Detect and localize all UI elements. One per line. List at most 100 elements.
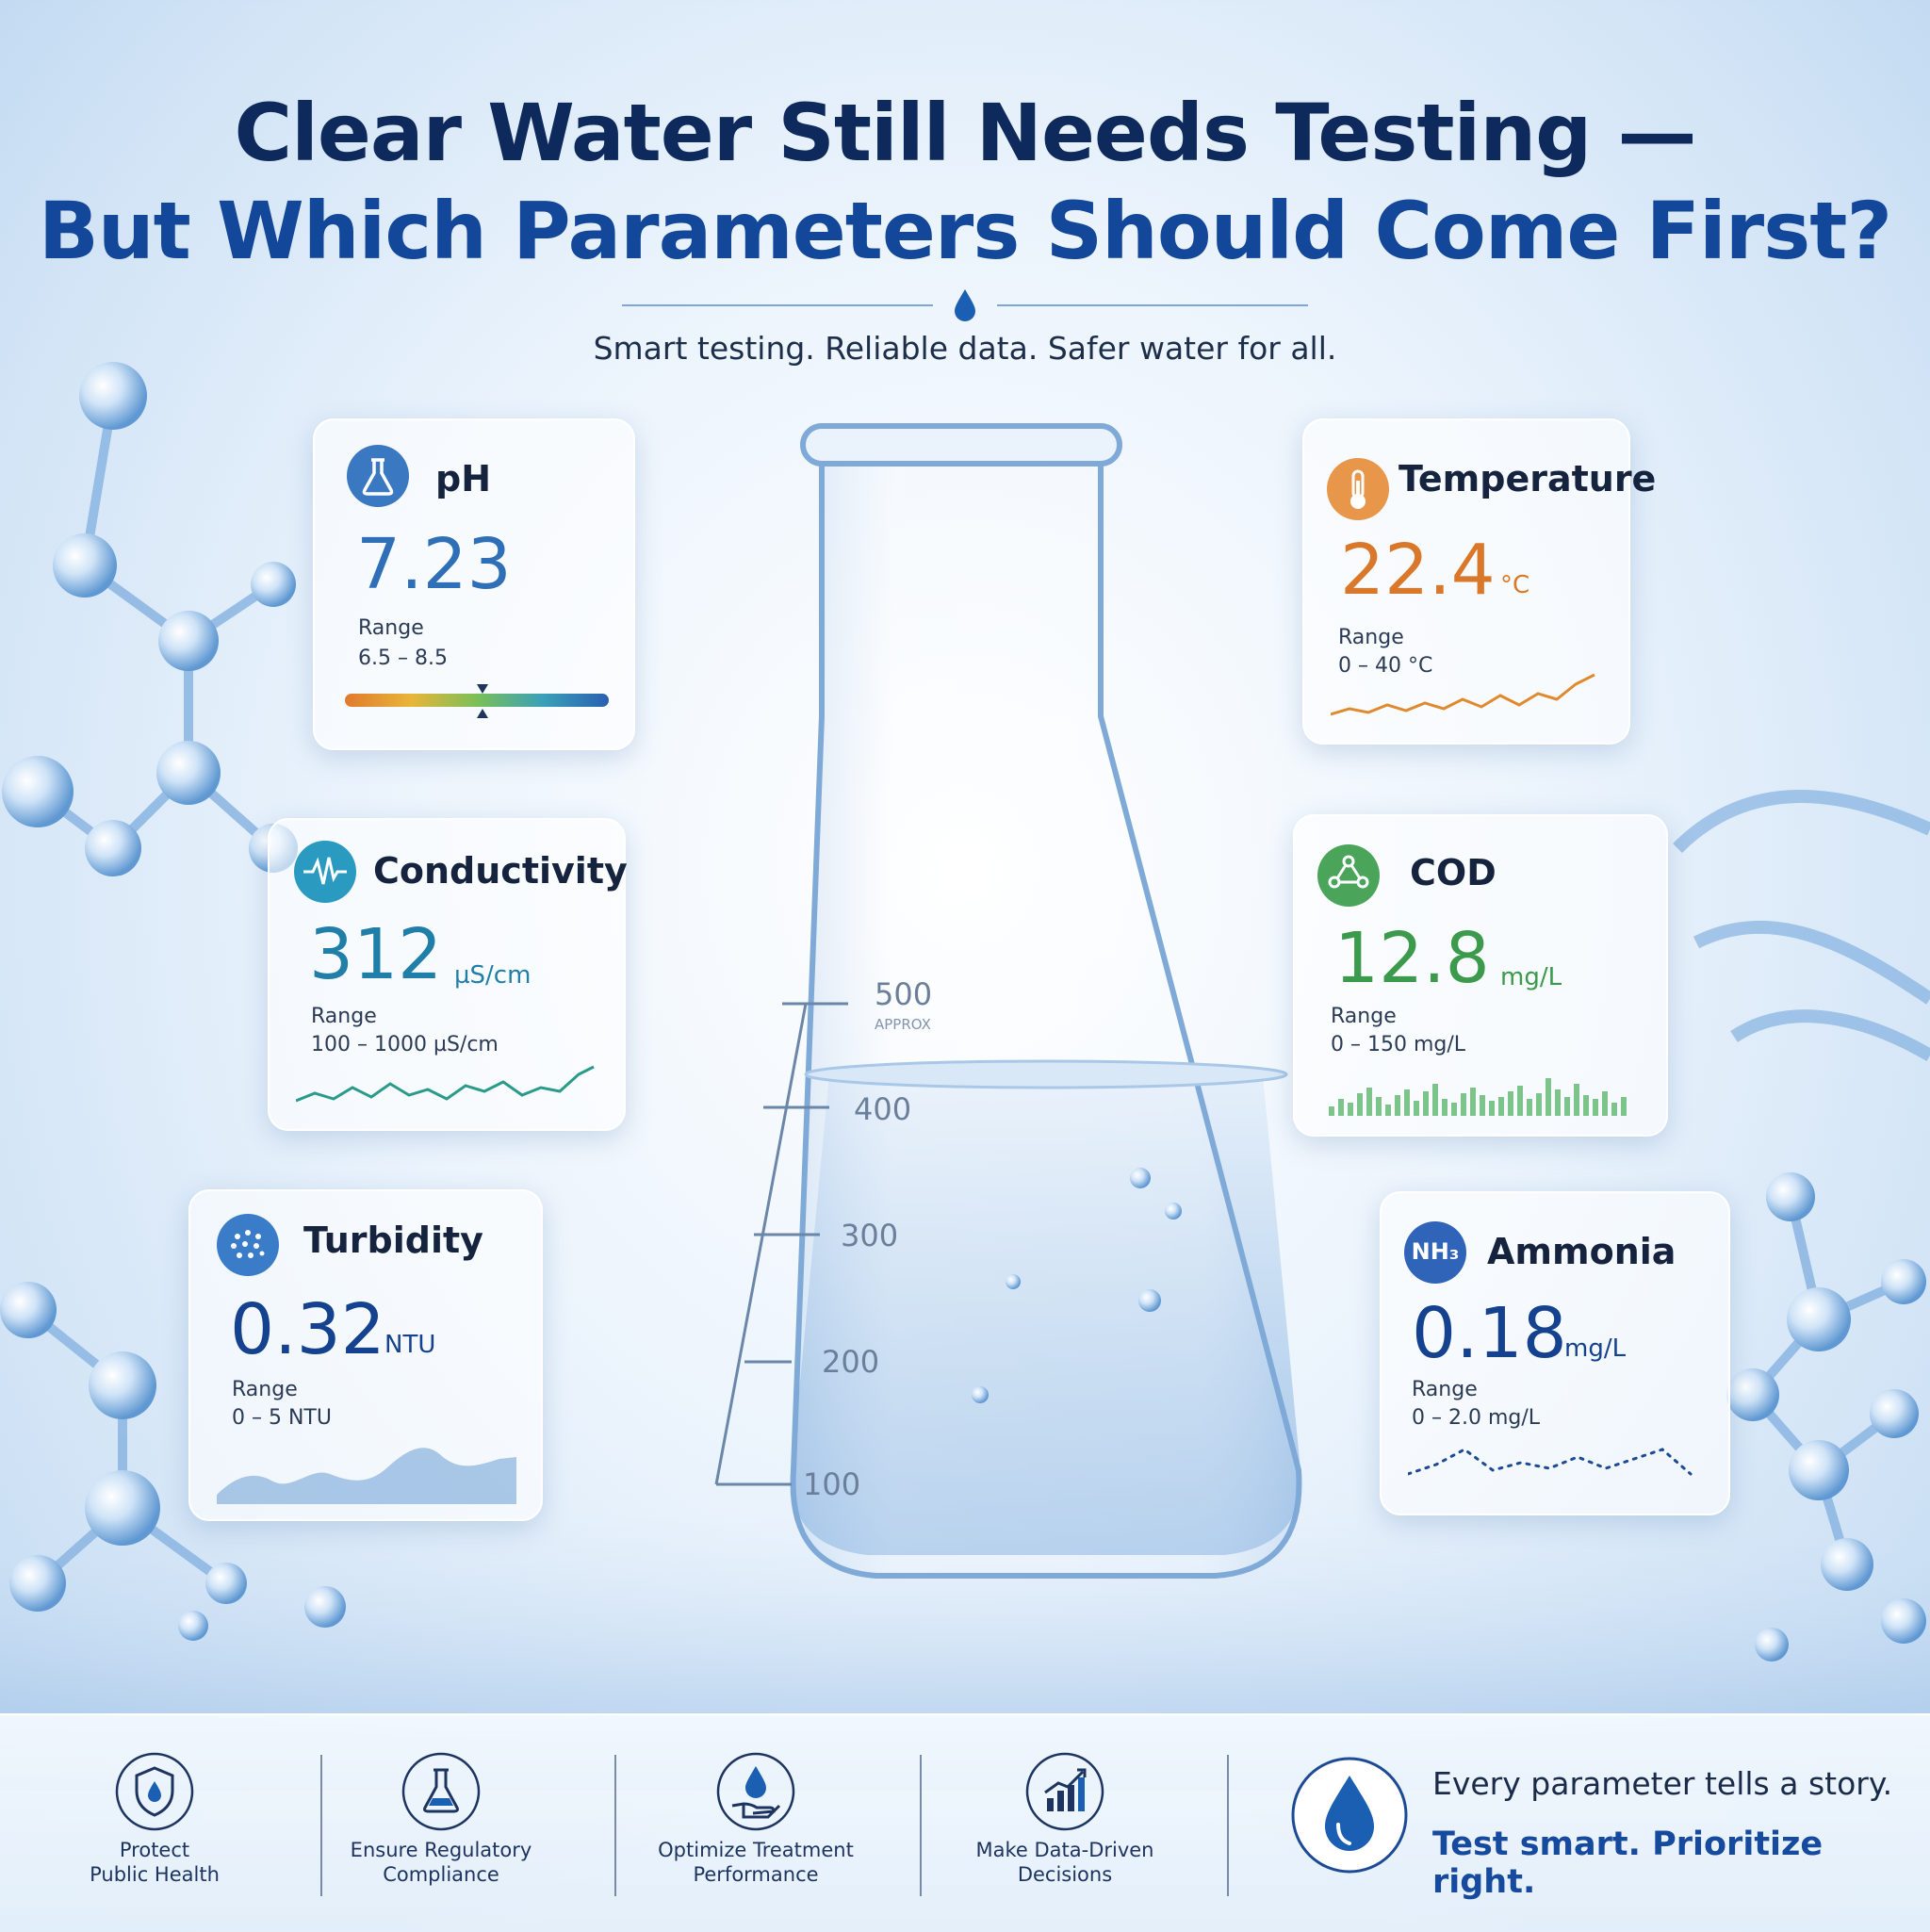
ph-card: pH 7.23 Range 6.5 – 8.5 xyxy=(313,418,635,750)
flask-mark-300: 300 xyxy=(841,1218,899,1253)
feature-separator-2 xyxy=(614,1755,616,1896)
slogan-line-2: Test smart. Prioritize right. xyxy=(1432,1826,1824,1901)
conductivity-range-label: Range xyxy=(311,1005,377,1028)
cod-bar xyxy=(1451,1103,1457,1116)
flask-approx-label: APPROX xyxy=(875,1016,931,1033)
cod-bar xyxy=(1593,1099,1598,1116)
flask-icon xyxy=(401,1752,481,1831)
flask-icon xyxy=(347,445,409,507)
temperature-unit: °C xyxy=(1500,571,1530,599)
ammonia-label: Ammonia xyxy=(1487,1231,1676,1272)
cod-bar xyxy=(1414,1101,1419,1116)
feature-separator-3 xyxy=(920,1755,922,1896)
cod-bar xyxy=(1404,1089,1410,1116)
cod-bar-sparkline xyxy=(1329,1078,1627,1116)
ph-range-label: Range xyxy=(358,616,424,640)
slogan-line-1: Every parameter tells a story. xyxy=(1432,1765,1893,1802)
cod-bar xyxy=(1508,1091,1513,1116)
ph-value: 7.23 xyxy=(356,524,512,605)
cod-bar xyxy=(1480,1095,1485,1116)
waveform-icon xyxy=(294,841,356,903)
conductivity-unit: µS/cm xyxy=(454,961,532,990)
bar-chart-icon xyxy=(1025,1752,1104,1831)
temperature-label: Temperature xyxy=(1398,458,1657,499)
cod-range-value: 0 – 150 mg/L xyxy=(1331,1033,1466,1056)
turbidity-card: Turbidity 0.32 NTU Range 0 – 5 NTU xyxy=(188,1189,543,1521)
nh3-icon-text: NH₃ xyxy=(1411,1238,1460,1265)
hand-drop-icon xyxy=(716,1752,795,1831)
conductivity-sparkline xyxy=(296,1065,595,1103)
turbidity-area-sparkline xyxy=(217,1448,516,1504)
molecule-bubbles-right xyxy=(1726,1172,1926,1591)
particles-icon xyxy=(217,1214,279,1276)
feature-separator-4 xyxy=(1227,1755,1229,1896)
cod-bar xyxy=(1423,1091,1429,1116)
conductivity-value: 312 xyxy=(309,914,443,995)
ammonia-dotted-sparkline xyxy=(1408,1448,1693,1476)
cod-card: COD 12.8 mg/L Range 0 – 150 mg/L xyxy=(1293,814,1668,1137)
headline-line-1: Clear Water Still Needs Testing — xyxy=(234,87,1696,179)
ph-gauge-marker xyxy=(476,684,488,718)
cod-bar xyxy=(1395,1095,1400,1116)
cod-value: 12.8 xyxy=(1334,918,1490,999)
cod-bar xyxy=(1611,1103,1617,1116)
feature-protect-public-health: Protect Public Health xyxy=(32,1713,277,1930)
temperature-range-label: Range xyxy=(1338,626,1404,649)
shield-drop-icon xyxy=(115,1752,194,1831)
ammonia-range-value: 0 – 2.0 mg/L xyxy=(1412,1406,1541,1430)
feature-optimize-treatment-performance: Optimize Treatment Performance xyxy=(633,1713,878,1930)
cod-bar xyxy=(1432,1084,1438,1116)
cod-bar xyxy=(1338,1099,1344,1116)
cod-bar xyxy=(1329,1106,1334,1116)
droplet-decoration xyxy=(178,1168,1926,1662)
ph-label: pH xyxy=(435,458,492,499)
feature-label-4: Make Data-Driven Decisions xyxy=(975,1839,1154,1886)
cod-bar xyxy=(1461,1093,1466,1116)
molecule-bubbles-left xyxy=(0,362,298,1612)
cod-bar xyxy=(1536,1093,1542,1116)
turbidity-unit: NTU xyxy=(384,1331,436,1359)
water-splash-decoration xyxy=(1673,790,1930,1062)
water-drop-icon xyxy=(955,289,975,321)
conductivity-card: Conductivity 312 µS/cm Range 100 – 1000 … xyxy=(268,818,628,1131)
flask-mark-200: 200 xyxy=(822,1344,880,1380)
cod-bar xyxy=(1385,1105,1391,1116)
cod-bar xyxy=(1527,1099,1532,1116)
flask-mark-400: 400 xyxy=(854,1091,912,1127)
flask-mark-500: 500 xyxy=(875,976,933,1012)
cod-bar xyxy=(1366,1088,1372,1116)
turbidity-range-label: Range xyxy=(232,1378,298,1401)
cod-label: COD xyxy=(1410,852,1497,893)
cod-bar xyxy=(1583,1095,1589,1116)
thermometer-icon xyxy=(1327,458,1389,520)
turbidity-value: 0.32 xyxy=(230,1289,385,1370)
cod-bar xyxy=(1621,1097,1627,1116)
ph-range-gauge xyxy=(345,694,609,707)
turbidity-range-value: 0 – 5 NTU xyxy=(232,1406,332,1430)
cod-bar xyxy=(1546,1078,1551,1116)
flask-illustration xyxy=(714,423,1302,1579)
temperature-card: Temperature 22.4 °C Range 0 – 40 °C xyxy=(1302,418,1656,745)
ph-range-value: 6.5 – 8.5 xyxy=(358,647,448,670)
molecule-icon xyxy=(1317,844,1380,907)
cod-bar xyxy=(1555,1089,1561,1116)
temperature-sparkline xyxy=(1331,673,1595,716)
cod-bar xyxy=(1489,1101,1495,1116)
cod-range-label: Range xyxy=(1331,1005,1397,1028)
feature-ensure-regulatory-compliance: Ensure Regulatory Compliance xyxy=(319,1713,564,1930)
flask-mark-100: 100 xyxy=(803,1466,861,1502)
turbidity-label: Turbidity xyxy=(303,1220,483,1261)
ammonia-unit: mg/L xyxy=(1564,1334,1627,1363)
cod-bar xyxy=(1357,1093,1363,1116)
conductivity-label: Conductivity xyxy=(373,850,628,892)
conductivity-range-value: 100 – 1000 µS/cm xyxy=(311,1033,499,1056)
ammonia-range-label: Range xyxy=(1412,1378,1478,1401)
feature-label-1: Protect Public Health xyxy=(90,1839,220,1886)
temperature-value: 22.4 xyxy=(1340,530,1496,611)
tagline: Smart testing. Reliable data. Safer wate… xyxy=(593,330,1337,367)
temperature-range-value: 0 – 40 °C xyxy=(1338,654,1433,678)
title-divider-right xyxy=(997,304,1308,306)
cod-bar xyxy=(1498,1097,1504,1116)
feature-separator-1 xyxy=(320,1755,322,1896)
